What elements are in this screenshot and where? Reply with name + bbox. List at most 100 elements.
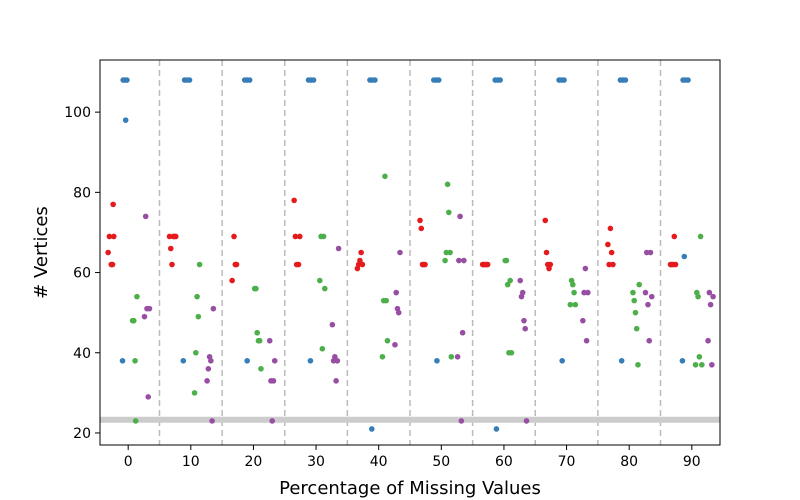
data-point bbox=[359, 261, 366, 268]
data-point bbox=[585, 289, 591, 296]
data-point bbox=[271, 357, 278, 364]
data-point bbox=[417, 217, 423, 224]
data-point bbox=[254, 329, 260, 336]
data-point bbox=[358, 249, 364, 256]
data-point bbox=[503, 257, 510, 264]
data-point bbox=[681, 253, 688, 260]
data-point bbox=[397, 249, 403, 256]
data-point bbox=[119, 357, 126, 364]
data-point bbox=[196, 261, 203, 268]
data-point bbox=[610, 261, 616, 268]
data-point bbox=[379, 353, 386, 360]
data-point bbox=[692, 361, 699, 368]
data-point bbox=[110, 201, 116, 208]
data-point bbox=[106, 233, 113, 240]
data-point bbox=[635, 361, 641, 368]
data-point bbox=[618, 357, 625, 364]
data-point bbox=[608, 249, 615, 256]
x-tick-label: 50 bbox=[432, 454, 450, 470]
data-point bbox=[519, 289, 526, 296]
y-tick-label: 20 bbox=[73, 426, 91, 442]
data-point bbox=[233, 261, 240, 268]
data-point bbox=[561, 77, 567, 83]
data-point bbox=[393, 289, 400, 296]
x-tick-label: 80 bbox=[620, 454, 638, 470]
data-point bbox=[208, 357, 214, 364]
data-point bbox=[145, 394, 152, 400]
data-point bbox=[622, 77, 629, 83]
data-point bbox=[334, 357, 341, 364]
data-point bbox=[521, 317, 527, 324]
data-point bbox=[169, 261, 175, 268]
data-point bbox=[547, 261, 554, 268]
data-point bbox=[646, 337, 653, 344]
data-point bbox=[456, 257, 462, 264]
y-tick-label: 60 bbox=[73, 266, 91, 282]
data-point bbox=[204, 378, 210, 384]
data-point bbox=[436, 77, 442, 83]
x-tick-label: 0 bbox=[124, 454, 133, 470]
data-point bbox=[244, 357, 250, 364]
data-point bbox=[632, 309, 639, 316]
data-point bbox=[372, 77, 378, 83]
x-axis-label: Percentage of Missing Values bbox=[279, 478, 541, 499]
y-tick-label: 100 bbox=[64, 105, 91, 121]
data-point bbox=[583, 337, 590, 344]
data-point bbox=[322, 285, 328, 292]
data-point bbox=[105, 249, 111, 256]
data-point bbox=[484, 261, 491, 268]
data-point bbox=[517, 277, 524, 284]
data-point bbox=[457, 213, 463, 220]
data-point bbox=[319, 345, 326, 352]
data-point bbox=[523, 418, 530, 424]
data-point bbox=[448, 353, 455, 360]
data-point bbox=[696, 353, 703, 360]
data-point bbox=[134, 293, 140, 300]
data-point bbox=[317, 277, 323, 284]
data-point bbox=[310, 77, 317, 83]
y-tick-label: 80 bbox=[73, 185, 91, 201]
data-point bbox=[320, 233, 327, 240]
data-point bbox=[672, 261, 679, 268]
x-tick-label: 10 bbox=[182, 454, 200, 470]
data-point bbox=[633, 325, 640, 332]
y-axis-label: # Vertices bbox=[31, 206, 52, 299]
data-point bbox=[582, 265, 589, 272]
data-point bbox=[335, 245, 342, 252]
data-point bbox=[180, 357, 187, 364]
data-point bbox=[205, 366, 212, 372]
data-point bbox=[636, 281, 643, 288]
data-point bbox=[458, 418, 465, 424]
x-tick-label: 70 bbox=[558, 454, 576, 470]
data-point bbox=[542, 217, 549, 224]
plot-frame bbox=[99, 59, 721, 446]
data-point bbox=[571, 289, 577, 296]
data-point bbox=[368, 426, 375, 432]
data-point bbox=[292, 233, 299, 240]
data-point bbox=[671, 233, 678, 240]
data-point bbox=[461, 257, 467, 264]
data-point bbox=[392, 341, 398, 348]
data-point bbox=[522, 325, 529, 332]
data-point bbox=[141, 313, 148, 320]
data-point bbox=[210, 305, 217, 312]
data-point bbox=[648, 293, 655, 300]
data-point bbox=[508, 349, 515, 356]
data-point bbox=[707, 301, 714, 308]
data-point bbox=[124, 77, 130, 83]
data-point bbox=[642, 289, 649, 296]
data-point bbox=[209, 418, 215, 424]
data-point bbox=[295, 261, 302, 268]
data-point bbox=[679, 357, 686, 364]
data-point bbox=[291, 197, 297, 204]
x-tick-label: 30 bbox=[307, 454, 325, 470]
data-point bbox=[266, 337, 273, 344]
data-point bbox=[384, 337, 391, 344]
data-point bbox=[706, 289, 713, 296]
data-point bbox=[191, 390, 198, 396]
data-point bbox=[459, 329, 466, 336]
data-point bbox=[193, 349, 199, 356]
data-point bbox=[231, 233, 237, 240]
x-tick-label: 20 bbox=[245, 454, 263, 470]
